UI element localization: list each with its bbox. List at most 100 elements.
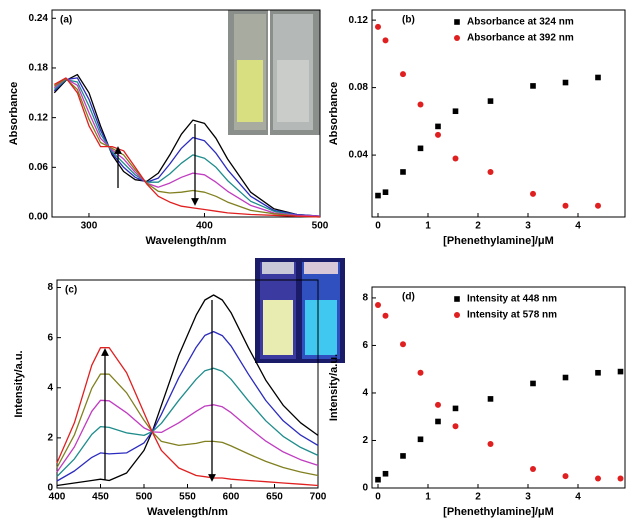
data-point	[487, 98, 494, 104]
data-point	[452, 423, 459, 430]
x-tick-label: 500	[312, 221, 329, 232]
data-point	[452, 108, 459, 115]
legend-label: Absorbance at 324 nm	[467, 17, 574, 28]
data-point	[375, 476, 381, 483]
spectrum-line	[53, 78, 321, 217]
legend-label: Intensity at 448 nm	[467, 294, 557, 305]
legend-marker	[454, 35, 460, 41]
data-point	[417, 101, 424, 108]
spectrum-line	[56, 367, 319, 477]
panel-label: (d)	[402, 292, 415, 303]
data-point	[375, 302, 381, 309]
y-axis-label: Absorbance	[328, 82, 340, 146]
legend-marker	[454, 296, 460, 302]
data-point	[417, 436, 424, 443]
y-tick-label: 6	[47, 332, 53, 343]
y-tick-label: 0.18	[29, 63, 49, 74]
panel-label: (c)	[65, 285, 77, 296]
data-point	[487, 168, 494, 175]
data-point	[400, 71, 406, 78]
spectrum-line	[53, 73, 321, 217]
data-point	[562, 202, 569, 209]
data-point	[487, 396, 494, 402]
spectrum-line	[53, 77, 321, 217]
legend-marker	[454, 312, 460, 318]
data-point	[595, 369, 601, 376]
legend-marker	[454, 19, 460, 25]
data-point	[382, 189, 389, 196]
y-tick-label: 0	[47, 483, 53, 494]
plot-frame	[371, 9, 626, 218]
x-tick-label: 2	[475, 221, 481, 232]
data-point	[435, 131, 441, 138]
x-tick-label: 300	[81, 221, 98, 232]
data-point	[400, 453, 406, 459]
x-tick-label: 1	[425, 221, 431, 232]
y-tick-label: 6	[362, 340, 368, 351]
data-point	[617, 368, 624, 375]
x-tick-label: 1	[425, 492, 431, 503]
spectrum-line	[56, 373, 319, 477]
data-point	[562, 79, 569, 86]
x-axis-label: [Phenethylamine]/μM	[443, 506, 554, 518]
inset-photo	[255, 258, 345, 363]
y-tick-label: 8	[47, 282, 53, 293]
x-tick-label: 4	[575, 492, 581, 503]
data-point	[595, 202, 601, 209]
data-point	[400, 169, 406, 175]
data-point	[562, 473, 569, 480]
data-point	[562, 374, 569, 381]
data-point	[452, 405, 459, 412]
panel-label: (a)	[60, 15, 72, 26]
arrows	[101, 124, 216, 482]
data-point	[417, 369, 424, 376]
spectrum-line	[56, 347, 319, 487]
data-point	[530, 83, 536, 89]
x-tick-label: 0	[375, 221, 381, 232]
spectrum-line	[56, 294, 319, 487]
data-point	[530, 380, 536, 387]
data-point	[452, 155, 459, 162]
y-tick-label: 0.12	[29, 112, 49, 123]
y-tick-label: 2	[47, 433, 53, 444]
x-tick-label: 500	[136, 492, 153, 503]
data-point	[530, 190, 536, 197]
y-tick-label: 0.24	[29, 13, 49, 24]
x-tick-label: 400	[196, 221, 213, 232]
y-axis-label: Absorbance	[8, 82, 20, 146]
data-point	[617, 475, 624, 482]
data-point	[382, 312, 389, 319]
x-axis-label: [Phenethylamine]/μM	[443, 235, 554, 247]
y-tick-label: 0.06	[29, 162, 49, 173]
panel-label: (b)	[402, 15, 415, 26]
plot-frame	[371, 286, 626, 489]
data-point	[435, 418, 441, 425]
x-axis-label: Wavelength/nm	[147, 506, 228, 518]
y-axis-label: Intensity/a.u.	[13, 350, 25, 417]
data-point	[417, 145, 424, 152]
x-tick-label: 0	[375, 492, 381, 503]
x-tick-label: 550	[179, 492, 196, 503]
data-point	[530, 465, 536, 472]
spectrum-line	[56, 399, 319, 473]
y-tick-label: 0.00	[29, 212, 49, 223]
data-point	[375, 192, 381, 199]
data-point	[487, 441, 494, 448]
x-tick-label: 2	[475, 492, 481, 503]
spectrum-line	[53, 78, 321, 217]
data-point	[595, 74, 601, 81]
inset-photo	[228, 10, 320, 135]
plot-frame	[51, 9, 321, 218]
y-tick-label: 0.04	[349, 150, 369, 161]
data-point	[400, 341, 406, 348]
spectrum-line	[56, 330, 319, 482]
y-axis-label: Intensity/a.u.	[328, 354, 340, 421]
y-tick-label: 8	[362, 293, 368, 304]
data-point	[382, 37, 389, 44]
x-tick-label: 4	[575, 221, 581, 232]
y-tick-label: 0	[362, 483, 368, 494]
y-tick-label: 0.12	[349, 15, 369, 26]
spectrum-line	[53, 78, 321, 218]
x-tick-label: 450	[92, 492, 109, 503]
x-tick-label: 600	[223, 492, 240, 503]
